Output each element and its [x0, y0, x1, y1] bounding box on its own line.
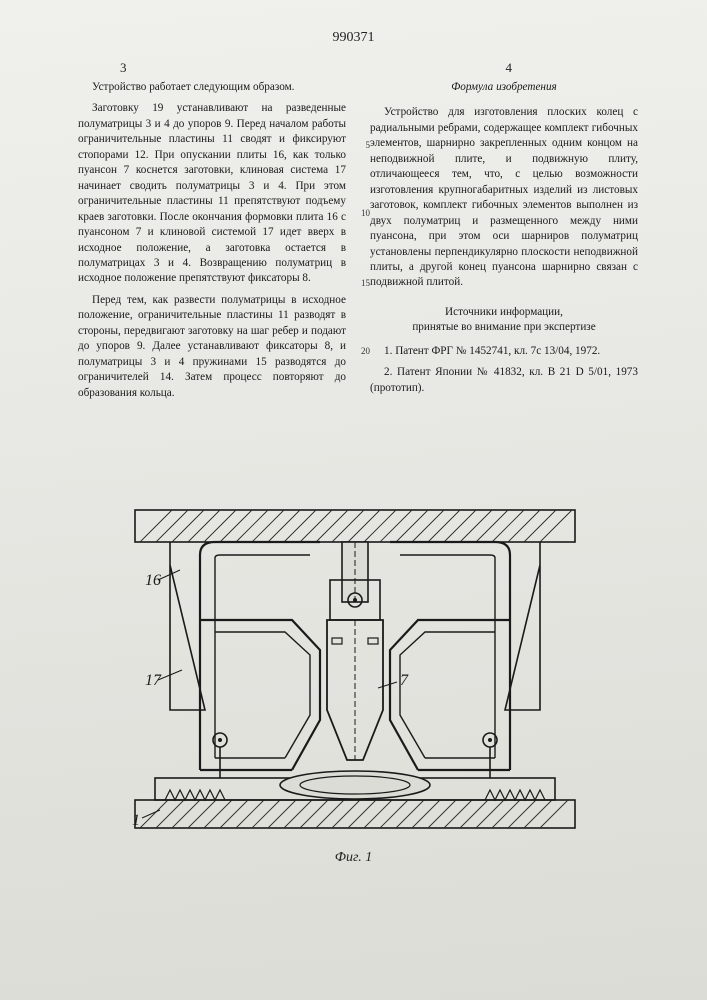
- paragraph: Перед тем, как развести полуматрицы в ис…: [78, 293, 346, 401]
- claim-text: Устройство для изготовления плоских коле…: [370, 105, 638, 290]
- left-column: Устройство работает следующим образом. З…: [78, 80, 346, 407]
- paragraph: Заготовку 19 устанавливают на разведенны…: [78, 101, 346, 286]
- line-marker: 20: [350, 346, 370, 356]
- label-17: 17: [145, 672, 162, 689]
- doc-number: 990371: [333, 30, 375, 46]
- paragraph: Устройство работает следующим образом.: [78, 80, 346, 95]
- right-column: Формула изобретения Устройство для изгот…: [370, 80, 638, 402]
- source-ref: 2. Патент Японии № 41832, кл. B 21 D 5/0…: [370, 365, 638, 396]
- sources-title: Источники информации, принятые во вниман…: [370, 305, 638, 336]
- line-marker: 10: [350, 208, 370, 218]
- page-number-left: 3: [120, 60, 127, 76]
- label-16: 16: [145, 572, 161, 589]
- figure-1: 16 17 7 1: [0, 490, 707, 890]
- figure-caption: Фиг. 1: [335, 850, 373, 866]
- page-number-right: 4: [506, 60, 513, 76]
- line-marker: 15: [350, 278, 370, 288]
- line-marker: 5: [350, 140, 370, 150]
- source-ref: 1. Патент ФРГ № 1452741, кл. 7c 13/04, 1…: [370, 344, 638, 359]
- label-7: 7: [400, 672, 409, 689]
- label-1: 1: [132, 812, 140, 829]
- formula-title: Формула изобретения: [370, 80, 638, 95]
